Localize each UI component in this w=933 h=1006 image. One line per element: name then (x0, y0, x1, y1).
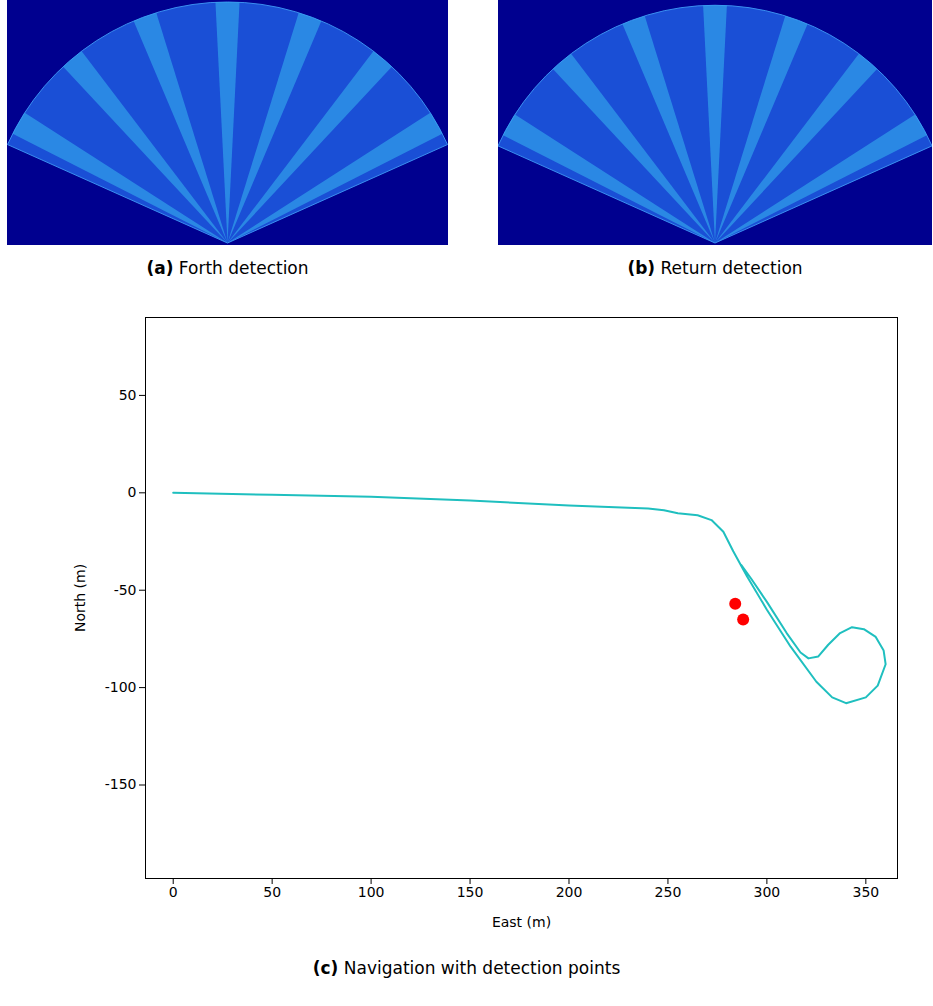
svg-text:0: 0 (169, 884, 178, 900)
html-text:(a) Forth detection: (a) Forth detection (146, 258, 309, 278)
svg-text:300: 300 (754, 884, 781, 900)
svg-text:350: 350 (852, 884, 879, 900)
svg-text:North (m): North (m) (72, 564, 88, 632)
svg-text:200: 200 (556, 884, 583, 900)
html-text:(c) Navigation with detection: (c) Navigation with detection points (312, 958, 621, 978)
svg-text:-150: -150 (105, 776, 137, 792)
svg-text:-50: -50 (114, 582, 137, 598)
html-text:(b) Return detection: (b) Return detection (627, 258, 803, 278)
svg-text:0: 0 (128, 484, 137, 500)
svg-text:50: 50 (119, 387, 137, 403)
svg-text:East (m): East (m) (492, 914, 551, 930)
svg-text:-100: -100 (105, 679, 137, 695)
svg-text:150: 150 (457, 884, 484, 900)
svg-text:50: 50 (263, 884, 281, 900)
svg-text:250: 250 (655, 884, 682, 900)
svg-text:100: 100 (358, 884, 385, 900)
